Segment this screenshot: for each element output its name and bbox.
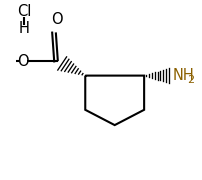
Text: O: O [17,54,29,69]
Text: 2: 2 [186,75,193,85]
Text: Cl: Cl [17,4,31,19]
Text: O: O [51,12,62,27]
Text: H: H [19,21,30,36]
Text: NH: NH [172,68,194,83]
